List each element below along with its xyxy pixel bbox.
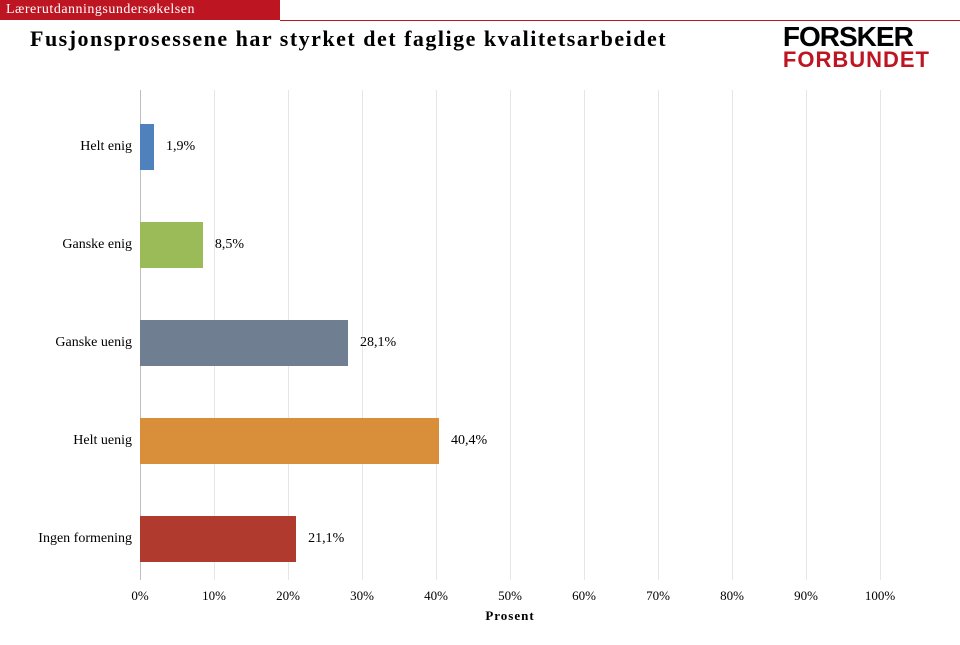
category-label: Helt uenig (0, 433, 132, 449)
survey-name: Lærerutdanningsundersøkelsen (0, 0, 280, 18)
grid-line (880, 90, 881, 580)
x-tick-label: 50% (498, 588, 522, 604)
x-tick-label: 90% (794, 588, 818, 604)
bar-row: Ingen formening21,1% (140, 516, 880, 562)
bar-row: Helt enig1,9% (140, 124, 880, 170)
x-tick-label: 30% (350, 588, 374, 604)
bar: 28,1% (140, 320, 348, 366)
category-label: Helt enig (0, 139, 132, 155)
bar: 8,5% (140, 222, 203, 268)
x-tick-label: 0% (131, 588, 148, 604)
x-tick-label: 60% (572, 588, 596, 604)
x-tick-label: 10% (202, 588, 226, 604)
x-tick-label: 100% (865, 588, 895, 604)
logo-line-1: FORSKER (783, 24, 930, 49)
category-label: Ganske enig (0, 237, 132, 253)
value-label: 21,1% (308, 531, 344, 547)
x-axis-title: Prosent (140, 608, 880, 624)
bar: 1,9% (140, 124, 154, 170)
bar-row: Ganske uenig28,1% (140, 320, 880, 366)
bar-row: Helt uenig40,4% (140, 418, 880, 464)
survey-header-bar: Lærerutdanningsundersøkelsen (0, 0, 280, 20)
x-tick-label: 80% (720, 588, 744, 604)
bar-row: Ganske enig8,5% (140, 222, 880, 268)
bar: 21,1% (140, 516, 296, 562)
plot-area: Helt enig1,9% Ganske enig8,5% Ganske uenig… (140, 90, 880, 580)
logo: FORSKER FORBUNDET (783, 24, 930, 71)
page-title: Fusjonsprosessene har styrket det faglig… (30, 26, 667, 52)
bar-chart: Helt enig1,9% Ganske enig8,5% Ganske uenig… (140, 90, 930, 600)
x-tick-label: 70% (646, 588, 670, 604)
category-label: Ganske uenig (0, 335, 132, 351)
logo-line-2: FORBUNDET (783, 49, 930, 71)
bar: 40,4% (140, 418, 439, 464)
value-label: 28,1% (360, 335, 396, 351)
value-label: 40,4% (451, 433, 487, 449)
category-label: Ingen formening (0, 531, 132, 547)
x-tick-label: 20% (276, 588, 300, 604)
value-label: 8,5% (215, 237, 244, 253)
x-tick-label: 40% (424, 588, 448, 604)
value-label: 1,9% (166, 139, 195, 155)
